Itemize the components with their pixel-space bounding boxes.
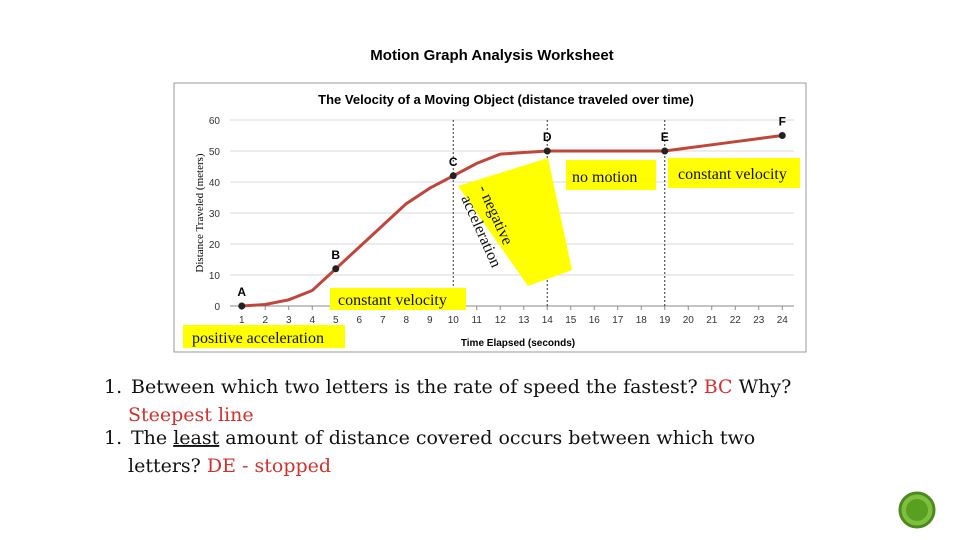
y-tick-label: 30 [209, 209, 221, 220]
question: The least amount of distance covered occ… [131, 427, 755, 449]
data-point [661, 147, 669, 155]
x-tick-label: 17 [612, 315, 624, 326]
worksheet-title: Motion Graph Analysis Worksheet [370, 47, 613, 64]
question: letters? DE - stopped [128, 455, 331, 477]
answer: BC [704, 376, 733, 398]
y-tick-label: 10 [209, 271, 221, 282]
emphasis: least [173, 427, 219, 449]
highlight [668, 158, 800, 188]
highlight [458, 158, 572, 286]
x-tick-label: 19 [659, 315, 671, 326]
point-label: C [449, 155, 458, 169]
x-tick-label: 21 [706, 315, 718, 326]
x-tick-label: 22 [730, 315, 742, 326]
annotation: no motion [572, 169, 637, 186]
question-number: 1. [104, 427, 122, 449]
x-tick-label: 9 [427, 315, 433, 326]
x-tick-label: 16 [589, 315, 601, 326]
y-tick-label: 40 [209, 178, 221, 189]
annotation: constant velocity [338, 292, 447, 309]
point-label: B [331, 248, 340, 262]
question-tail: Why? [739, 376, 792, 398]
x-tick-label: 1 [239, 315, 245, 326]
x-tick-label: 13 [518, 315, 530, 326]
y-tick-label: 50 [209, 147, 221, 158]
question-number: 1. [104, 376, 122, 398]
question-text: letters? [128, 455, 201, 477]
y-tick-label: 60 [209, 116, 221, 127]
data-point [778, 132, 786, 139]
x-tick-label: 12 [495, 315, 507, 326]
x-tick-label: 20 [683, 315, 695, 326]
annotation: constant velocity [678, 166, 787, 183]
x-tick-label: 15 [565, 315, 577, 326]
question-text: The [131, 427, 167, 449]
answer: DE - stopped [207, 455, 331, 477]
y-axis-title: Distance Traveled (meters) [194, 153, 206, 272]
question: Between which two letters is the rate of… [131, 376, 791, 398]
x-tick-label: 14 [542, 315, 554, 326]
y-tick-label: 0 [214, 302, 220, 313]
chart-title: The Velocity of a Moving Object (distanc… [318, 92, 694, 107]
highlight [566, 160, 656, 190]
x-tick-label: 2 [262, 315, 268, 326]
x-tick-label: 3 [286, 315, 292, 326]
annotations: no motion constant velocity - negative a… [183, 158, 800, 348]
highlight [330, 288, 466, 310]
x-tick-label: 24 [777, 315, 789, 326]
x-tick-label: 6 [356, 315, 362, 326]
question-text: Between which two letters is the rate of… [131, 376, 698, 398]
x-tick-label: 23 [753, 315, 765, 326]
x-tick-label: 10 [448, 315, 460, 326]
x-tick-label: 18 [636, 315, 648, 326]
x-tick-label: 4 [309, 315, 315, 326]
explanation: Steepest line [128, 404, 254, 426]
point-label: E [661, 130, 669, 144]
series-line [241, 134, 783, 308]
nav-icon-inner [906, 499, 928, 521]
point-label: A [237, 285, 246, 299]
point-label: D [543, 130, 552, 144]
x-tick-label: 5 [333, 315, 339, 326]
data-point [543, 147, 551, 155]
data-point [449, 172, 457, 180]
x-tick-label: 7 [380, 315, 386, 326]
question-text: amount of distance covered occurs betwee… [225, 427, 755, 449]
annotation: positive acceleration [192, 330, 324, 347]
highlight [183, 325, 345, 348]
x-tick-label: 11 [472, 315, 483, 326]
data-point [238, 302, 246, 310]
y-tick-label: 20 [209, 240, 221, 251]
data-point [332, 265, 340, 273]
point-label: F [779, 115, 786, 129]
x-axis-title: Time Elapsed (seconds) [461, 338, 575, 349]
x-tick-label: 8 [403, 315, 409, 326]
